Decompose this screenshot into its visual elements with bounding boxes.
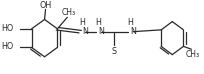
Text: N: N [98,27,104,36]
Text: HO: HO [2,24,14,33]
Text: N: N [82,27,88,36]
Text: CH₃: CH₃ [185,50,200,59]
Text: S: S [111,47,116,56]
Text: H: H [96,18,102,27]
Text: HO: HO [2,42,14,51]
Text: H: H [127,18,133,27]
Text: CH₃: CH₃ [61,8,75,17]
Text: OH: OH [39,1,52,10]
Text: H: H [80,18,85,27]
Text: N: N [130,27,136,36]
